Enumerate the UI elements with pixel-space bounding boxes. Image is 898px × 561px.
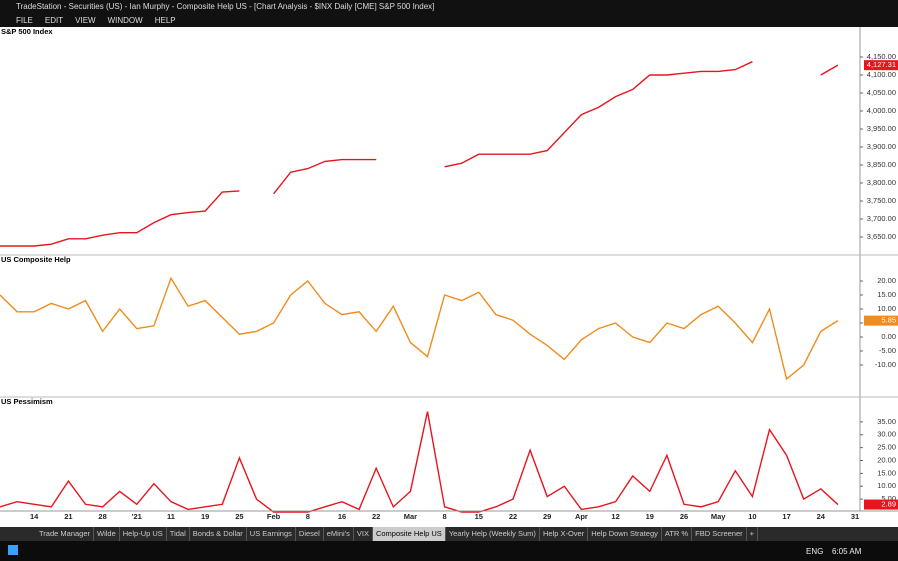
y-tick-label: 20.00	[877, 455, 896, 464]
x-tick-label: 22	[372, 512, 380, 521]
tab[interactable]: US Earnings	[247, 527, 296, 541]
x-tick-label: May	[711, 512, 726, 521]
start-button[interactable]	[8, 545, 18, 555]
y-tick-label: 10.00	[877, 481, 896, 490]
y-tick-label: 3,950.00	[867, 124, 896, 133]
tab[interactable]: VIX	[354, 527, 373, 541]
x-tick-label: 25	[235, 512, 243, 521]
tab[interactable]: Diesel	[296, 527, 324, 541]
menu-item[interactable]: FILE	[16, 16, 33, 25]
y-tick-label: 3,800.00	[867, 178, 896, 187]
clock: 6:05 AM	[832, 547, 862, 556]
y-tick-label: 30.00	[877, 430, 896, 439]
menu-item[interactable]: WINDOW	[107, 16, 143, 25]
x-tick-label: 10	[748, 512, 756, 521]
y-tick-label: 4,100.00	[867, 70, 896, 79]
panel-title: US Pessimism	[1, 397, 53, 406]
line-series	[273, 158, 377, 195]
y-tick-label: 20.00	[877, 276, 896, 285]
y-tick-label: -10.00	[875, 360, 896, 369]
line-series	[444, 61, 753, 168]
menu-item[interactable]: VIEW	[75, 16, 96, 25]
panel-title: US Composite Help	[1, 255, 71, 264]
last-value-label: 5.85	[881, 316, 896, 325]
x-tick-label: 19	[201, 512, 209, 521]
x-tick-label: Feb	[267, 512, 281, 521]
y-tick-label: -5.00	[879, 346, 896, 355]
x-tick-label: Apr	[575, 512, 588, 521]
line-series	[0, 190, 240, 247]
x-tick-label: 19	[646, 512, 654, 521]
x-tick-label: 28	[98, 512, 106, 521]
menu-item[interactable]: EDIT	[44, 16, 64, 25]
x-tick-label: Mar	[404, 512, 417, 521]
line-series	[820, 64, 839, 76]
x-tick-label: 16	[338, 512, 346, 521]
last-value-label: 2.89	[881, 500, 896, 509]
y-tick-label: 4,150.00	[867, 52, 896, 61]
window-title: TradeStation - Securities (US) - Ian Mur…	[16, 2, 435, 11]
last-value-box	[864, 315, 898, 326]
x-tick-label: 29	[543, 512, 551, 521]
x-tick-label: 8	[306, 512, 310, 521]
line-series	[0, 276, 839, 381]
tab[interactable]: ATR %	[662, 527, 693, 541]
y-tick-label: 5.00	[881, 494, 896, 503]
x-tick-label: 17	[782, 512, 790, 521]
y-tick-label: 15.00	[877, 468, 896, 477]
x-tick-label: 22	[509, 512, 517, 521]
tab[interactable]: Yearly Help (Weekly Sum)	[446, 527, 540, 541]
x-tick-label: 12	[611, 512, 619, 521]
y-tick-label: 3,750.00	[867, 196, 896, 205]
y-tick-label: 3,900.00	[867, 142, 896, 151]
y-tick-label: 4,050.00	[867, 88, 896, 97]
x-tick-label: 8	[443, 512, 447, 521]
y-tick-label: 25.00	[877, 443, 896, 452]
last-value-box	[864, 499, 898, 510]
x-tick-label: 14	[30, 512, 39, 521]
x-tick-label: 24	[817, 512, 826, 521]
y-tick-label: 10.00	[877, 304, 896, 313]
language: ENG	[806, 547, 824, 556]
title-bar: TradeStation - Securities (US) - Ian Mur…	[0, 0, 898, 27]
x-tick-label: 31	[851, 512, 859, 521]
x-tick-label: '21	[132, 512, 142, 521]
last-value-label: 4,127.31	[867, 60, 896, 69]
tab[interactable]: eMini's	[324, 527, 354, 541]
tab[interactable]: FBD Screener	[692, 527, 747, 541]
chart: S&P 500 Index 3,650.00 3,700.00 3,750.00 3,8…	[0, 27, 898, 521]
tab[interactable]: Help-Up US	[120, 527, 167, 541]
tab[interactable]: Help X-Over	[540, 527, 589, 541]
tab-bar: Trade Manager Wilde Help-Up US Tidal Bonds &…	[0, 527, 898, 541]
y-tick-label: 3,850.00	[867, 160, 896, 169]
tab[interactable]: Help Down Strategy	[588, 527, 662, 541]
x-tick-label: 15	[475, 512, 483, 521]
y-tick-label: 0.00	[881, 332, 896, 341]
tab[interactable]: Trade Manager	[36, 527, 94, 541]
tab[interactable]: +	[747, 527, 759, 541]
tab[interactable]: Wilde	[94, 527, 120, 541]
x-tick-label: 11	[167, 512, 175, 521]
line-series	[0, 411, 839, 513]
y-tick-label: 15.00	[877, 290, 896, 299]
y-tick-label: 3,700.00	[867, 214, 896, 223]
last-value-box	[864, 60, 898, 71]
tab[interactable]: Bonds & Dollar	[190, 527, 247, 541]
tab[interactable]: Tidal	[167, 527, 190, 541]
x-tick-label: 26	[680, 512, 688, 521]
y-tick-label: 35.00	[877, 417, 896, 426]
y-tick-label: 3,650.00	[867, 232, 896, 241]
menu-item[interactable]: HELP	[154, 16, 176, 25]
y-tick-label: 4,000.00	[867, 106, 896, 115]
panel-title: S&P 500 Index	[1, 27, 53, 36]
menu-bar: FILE EDIT VIEW WINDOW HELP	[16, 16, 176, 25]
tab[interactable]: Composite Help US	[372, 527, 446, 541]
x-tick-label: 21	[64, 512, 72, 521]
taskbar: ENG 6:05 AM	[0, 541, 898, 561]
